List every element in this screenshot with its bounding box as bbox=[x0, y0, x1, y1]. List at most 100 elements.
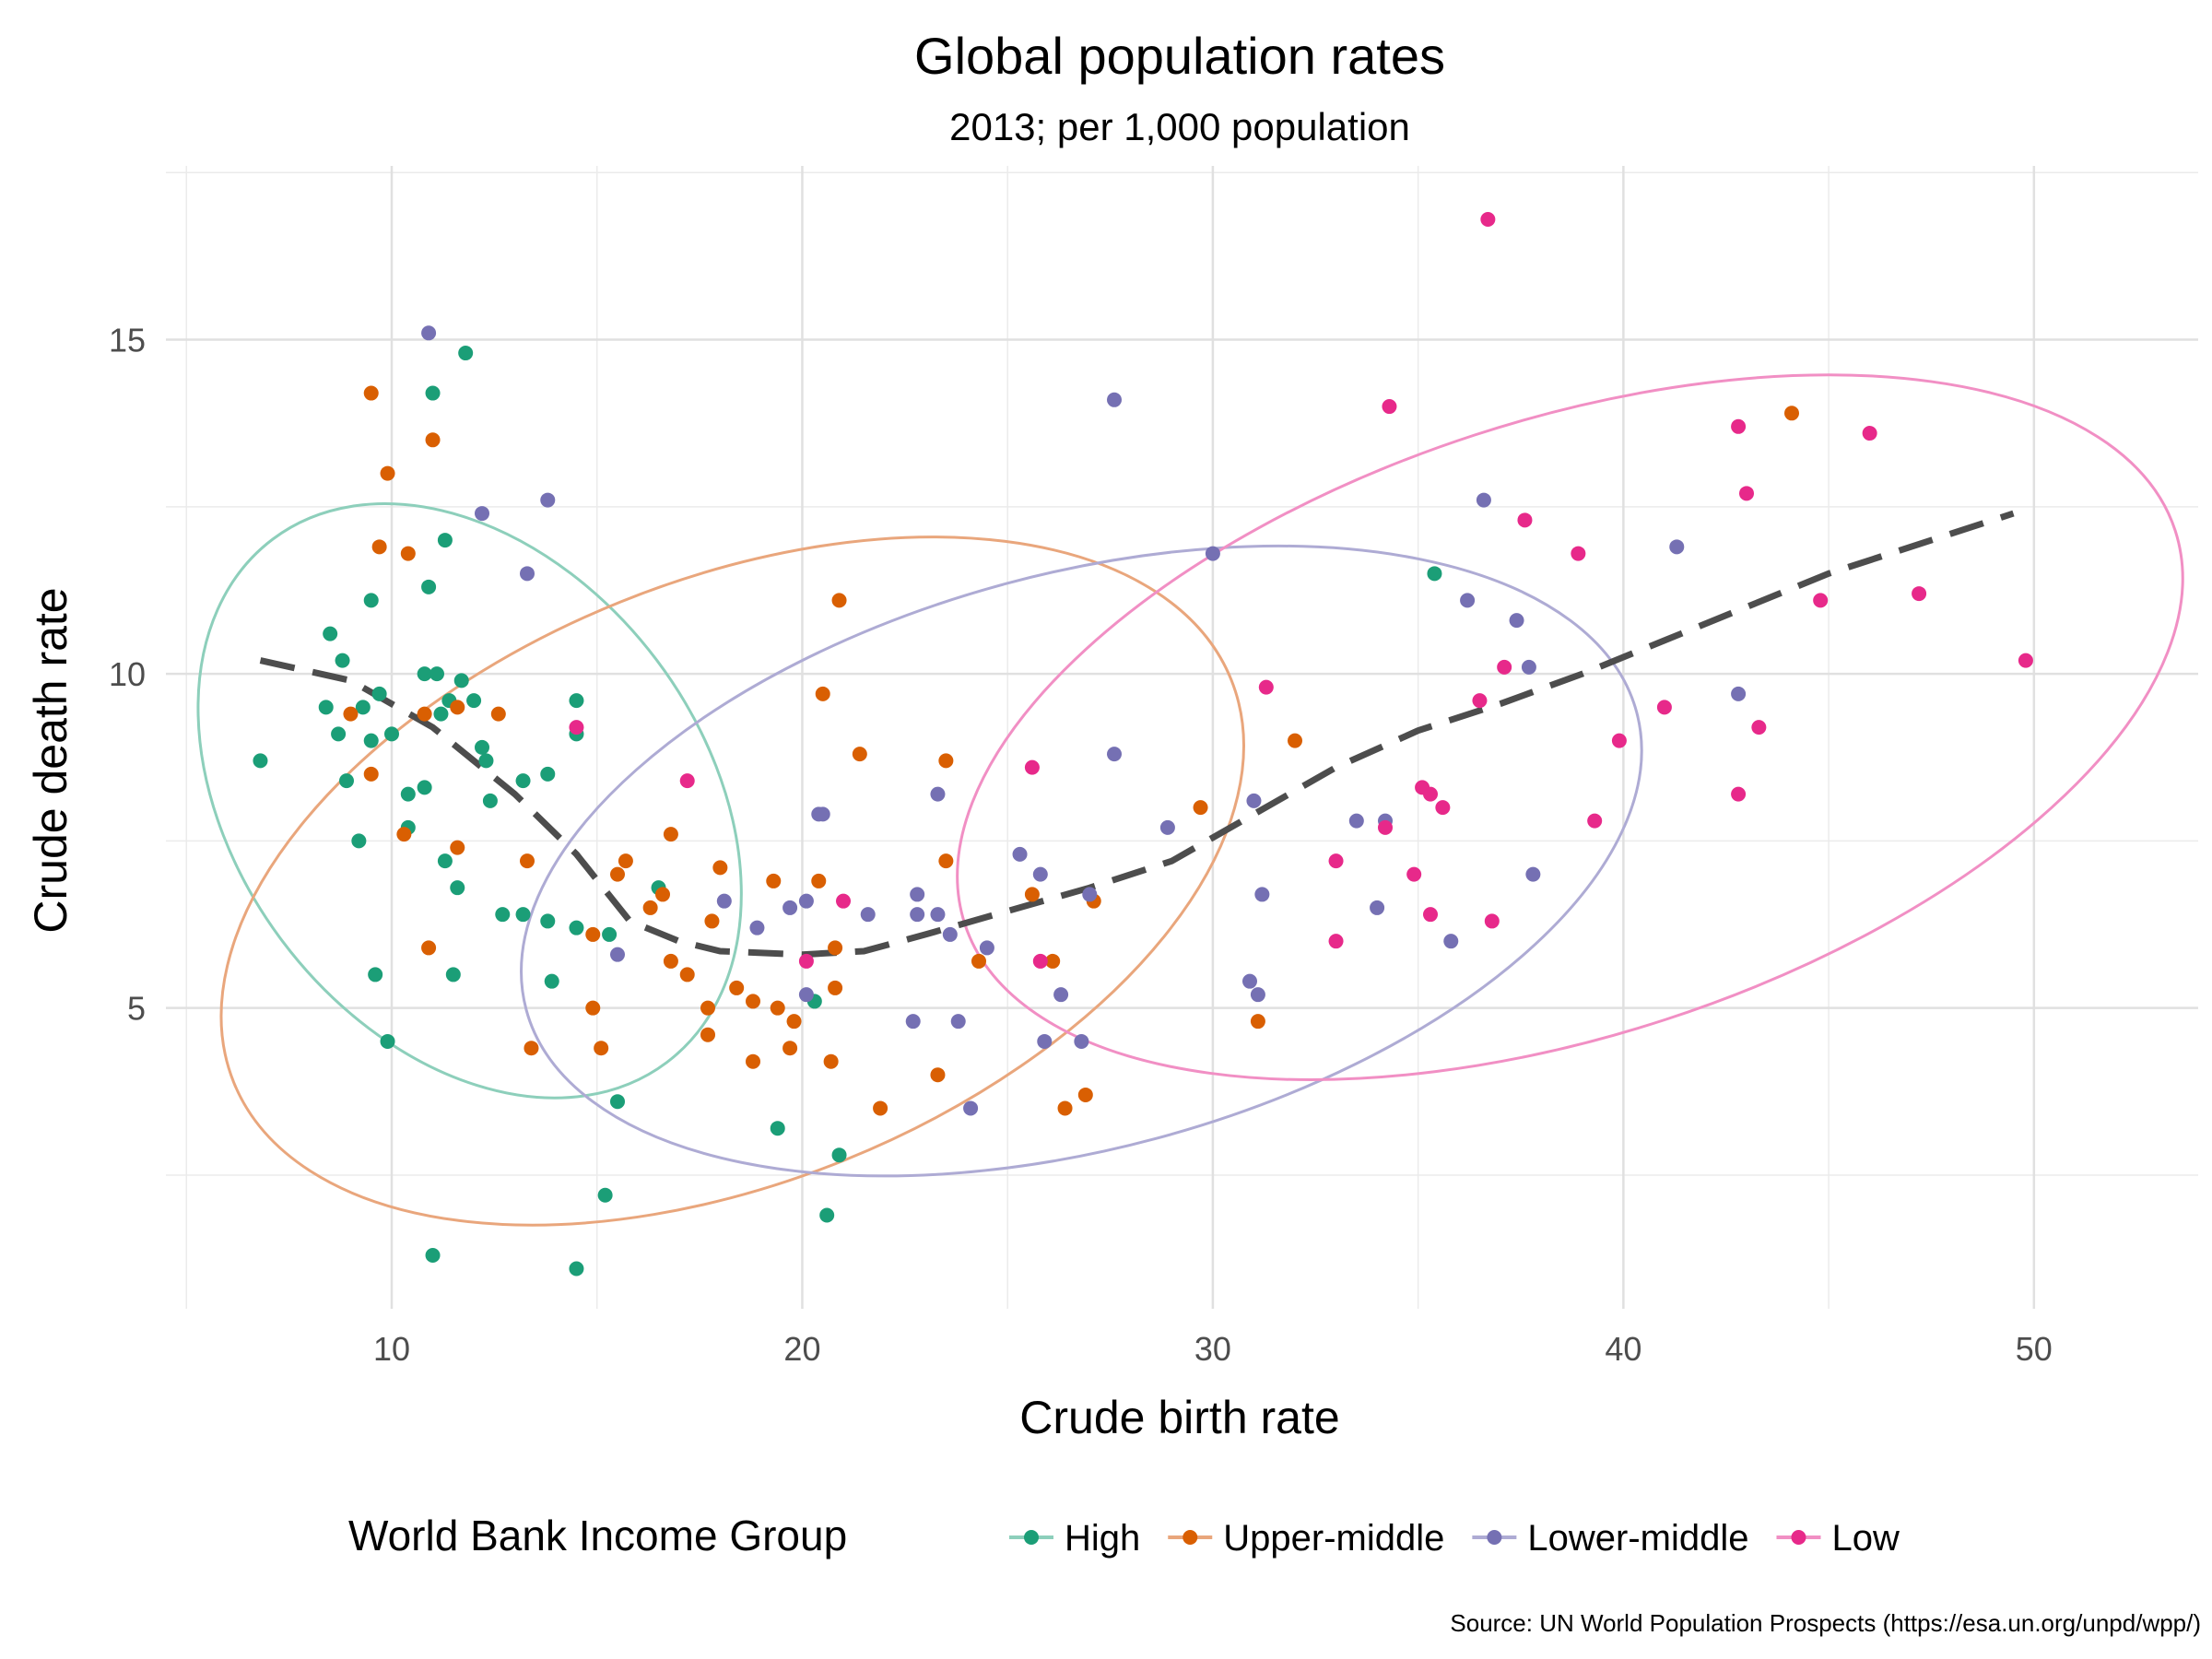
point-upper-middle bbox=[1024, 887, 1040, 902]
grid-layer bbox=[166, 166, 2198, 1309]
x-tick-label: 40 bbox=[1605, 1330, 1641, 1368]
point-high bbox=[363, 733, 379, 748]
point-high bbox=[475, 739, 489, 755]
point-upper-middle bbox=[371, 539, 387, 555]
y-tick-label: 15 bbox=[109, 322, 146, 359]
point-upper-middle bbox=[642, 900, 658, 915]
x-tick-label: 20 bbox=[783, 1330, 820, 1368]
point-lower-middle bbox=[1159, 819, 1175, 835]
point-lower-middle bbox=[1254, 887, 1270, 902]
point-high bbox=[355, 700, 371, 715]
point-high bbox=[453, 673, 469, 688]
point-lower-middle bbox=[1246, 793, 1262, 808]
point-low bbox=[1731, 786, 1747, 802]
point-high bbox=[331, 726, 347, 742]
point-low bbox=[1739, 486, 1754, 501]
point-lower-middle bbox=[815, 806, 830, 822]
point-low bbox=[679, 773, 695, 789]
ellipse-low bbox=[956, 373, 2184, 1081]
point-high bbox=[482, 793, 498, 808]
point-high bbox=[458, 346, 474, 361]
point-high bbox=[569, 1261, 584, 1277]
point-upper-middle bbox=[782, 1041, 798, 1056]
point-low bbox=[836, 893, 851, 909]
point-upper-middle bbox=[655, 887, 670, 902]
point-high bbox=[380, 1033, 395, 1049]
point-high bbox=[770, 1121, 785, 1136]
point-upper-middle bbox=[746, 994, 760, 1009]
point-lower-middle bbox=[749, 920, 765, 935]
point-upper-middle bbox=[831, 593, 847, 608]
point-lower-middle bbox=[910, 887, 925, 902]
point-lower-middle bbox=[1669, 539, 1685, 555]
point-low bbox=[1435, 800, 1451, 816]
point-upper-middle bbox=[363, 385, 379, 401]
point-lower-middle bbox=[1250, 987, 1265, 1003]
point-upper-middle bbox=[490, 706, 506, 722]
point-upper-middle bbox=[766, 873, 782, 888]
point-high bbox=[445, 967, 461, 982]
point-lower-middle bbox=[1476, 492, 1491, 508]
point-lower-middle bbox=[1012, 846, 1028, 862]
point-high bbox=[368, 967, 383, 982]
point-low bbox=[1423, 907, 1438, 923]
point-high bbox=[1427, 566, 1442, 582]
chart-caption: Source: UN World Population Prospects (h… bbox=[1450, 1609, 2201, 1637]
point-low bbox=[569, 720, 584, 735]
point-upper-middle bbox=[704, 913, 720, 929]
point-lower-middle bbox=[1509, 613, 1524, 629]
point-upper-middle bbox=[971, 953, 986, 969]
point-upper-middle bbox=[585, 926, 601, 942]
point-high bbox=[363, 593, 379, 608]
point-upper-middle bbox=[1057, 1100, 1073, 1116]
point-high bbox=[421, 579, 437, 594]
point-high bbox=[429, 666, 444, 682]
legend-key-point bbox=[1487, 1530, 1502, 1545]
point-lower-middle bbox=[1521, 659, 1536, 675]
point-upper-middle bbox=[618, 853, 633, 869]
point-high bbox=[400, 786, 416, 802]
point-upper-middle bbox=[828, 980, 843, 995]
point-low bbox=[2018, 653, 2033, 668]
legend-key-point bbox=[1182, 1530, 1198, 1545]
point-high bbox=[335, 653, 350, 668]
point-high bbox=[450, 880, 465, 896]
point-low bbox=[798, 953, 814, 969]
point-low bbox=[1024, 759, 1040, 775]
legend-title: World Bank Income Group bbox=[348, 1512, 847, 1559]
point-lower-middle bbox=[798, 893, 814, 909]
point-upper-middle bbox=[663, 827, 678, 842]
point-lower-middle bbox=[1074, 1033, 1089, 1049]
point-lower-middle bbox=[1370, 900, 1385, 915]
point-lower-middle bbox=[950, 1014, 966, 1030]
legend-label-lower-middle: Lower-middle bbox=[1527, 1518, 1748, 1559]
legend-label-upper-middle: Upper-middle bbox=[1223, 1518, 1444, 1559]
point-upper-middle bbox=[873, 1100, 888, 1116]
point-lower-middle bbox=[1525, 866, 1541, 882]
point-low bbox=[1587, 813, 1603, 829]
point-upper-middle bbox=[700, 1027, 715, 1042]
legend-key-point bbox=[1024, 1530, 1039, 1545]
point-high bbox=[610, 1094, 625, 1110]
point-lower-middle bbox=[540, 492, 556, 508]
point-high bbox=[433, 706, 449, 722]
point-upper-middle bbox=[811, 873, 827, 888]
point-high bbox=[339, 773, 354, 789]
point-lower-middle bbox=[421, 325, 437, 341]
point-lower-middle bbox=[610, 947, 625, 962]
point-upper-middle bbox=[380, 465, 395, 481]
point-high bbox=[417, 666, 432, 682]
point-high bbox=[371, 686, 387, 701]
point-low bbox=[1472, 693, 1488, 709]
point-high bbox=[425, 385, 441, 401]
trend-layer bbox=[259, 510, 2015, 959]
point-upper-middle bbox=[396, 827, 412, 842]
legend-label-low: Low bbox=[1831, 1518, 1899, 1559]
point-upper-middle bbox=[343, 706, 359, 722]
legend-key-point bbox=[1791, 1530, 1806, 1545]
point-low bbox=[1912, 586, 1927, 602]
point-low bbox=[1611, 733, 1627, 748]
point-lower-middle bbox=[1037, 1033, 1053, 1049]
point-high bbox=[819, 1207, 835, 1223]
